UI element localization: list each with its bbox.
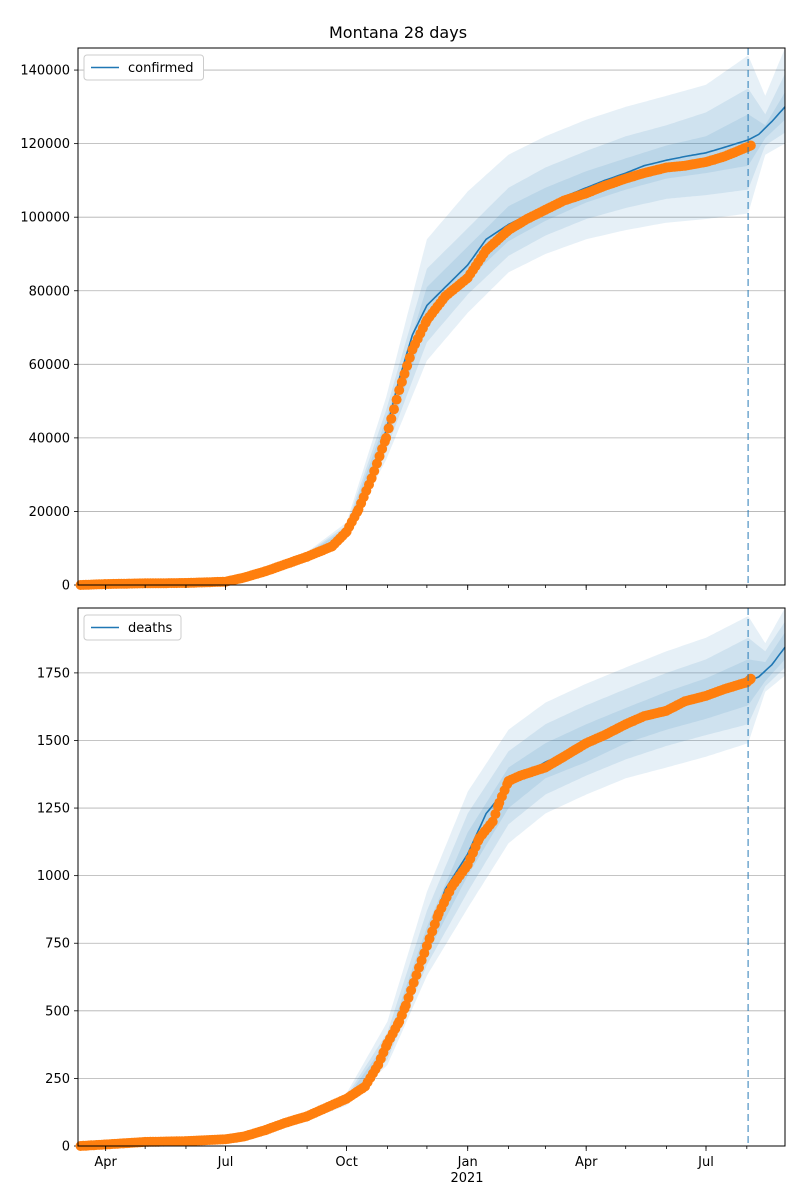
deaths-panel: 0 250 500 750 1000 1250 1500 1750 deaths xyxy=(37,607,786,1155)
y-tick-label: 40000 xyxy=(29,431,70,446)
data-point xyxy=(411,970,422,981)
data-point xyxy=(386,413,397,424)
y-tick-label: 0 xyxy=(62,1140,70,1155)
data-point xyxy=(406,985,417,996)
uncertainty-band-inner xyxy=(78,92,785,585)
data-point xyxy=(487,816,498,827)
y-tick-label: 20000 xyxy=(29,505,70,520)
x-tick-label: Apr xyxy=(94,1155,117,1170)
y-tick-label: 120000 xyxy=(20,137,70,152)
x-tick-label: Apr xyxy=(575,1155,598,1170)
legend-box xyxy=(83,54,204,81)
plot-frame xyxy=(77,47,786,586)
y-tick-label: 0 xyxy=(62,579,70,594)
legend-box xyxy=(83,614,182,641)
x-axis-labels: Apr Jul Oct Jan Apr Jul xyxy=(94,1155,713,1170)
data-point xyxy=(408,977,419,988)
data-point xyxy=(396,377,407,387)
x-tick-label: Oct xyxy=(335,1155,357,1170)
y-tick-label: 1250 xyxy=(37,802,70,817)
uncertainty-band-middle xyxy=(78,73,785,585)
data-point xyxy=(389,404,399,415)
plot-frame xyxy=(77,607,786,1147)
y-tick-label: 250 xyxy=(45,1072,70,1087)
figure-title: Montana 28 days xyxy=(329,23,467,42)
data-point xyxy=(745,140,756,151)
data-point xyxy=(404,352,415,363)
x-axis-year-label: 2021 xyxy=(450,1171,483,1186)
y-tick-label: 1750 xyxy=(37,666,70,681)
x-tick-label: Jan xyxy=(457,1155,478,1170)
legend-label: deaths xyxy=(128,621,173,636)
y-tick-label: 500 xyxy=(45,1004,70,1019)
data-point xyxy=(383,423,394,434)
y-tick-label: 1000 xyxy=(37,869,70,884)
data-point xyxy=(394,385,405,396)
confirmed-panel: 0 20000 40000 60000 80000 100000 120000 140000 c… xyxy=(20,47,786,594)
data-point xyxy=(490,809,501,819)
uncertainty-band-outer xyxy=(78,608,785,1146)
data-point xyxy=(745,673,756,684)
y-tick-label: 60000 xyxy=(29,358,70,373)
data-point xyxy=(402,360,413,371)
x-tick-label: Jul xyxy=(217,1155,234,1170)
plot-area xyxy=(78,608,785,1146)
y-tick-label: 750 xyxy=(45,937,70,952)
y-tick-label: 1500 xyxy=(37,734,70,749)
y-tick-label: 100000 xyxy=(20,211,70,226)
uncertainty-band-inner xyxy=(78,632,785,1146)
data-point xyxy=(381,432,392,443)
data-point xyxy=(403,992,414,1003)
data-point xyxy=(400,1000,411,1011)
data-point xyxy=(399,368,410,379)
legend-label: confirmed xyxy=(128,61,194,76)
data-point xyxy=(391,394,402,405)
uncertainty-band-middle xyxy=(78,621,785,1146)
x-tick-label: Jul xyxy=(697,1155,714,1170)
y-tick-label: 140000 xyxy=(20,64,70,79)
y-tick-label: 80000 xyxy=(29,284,70,299)
